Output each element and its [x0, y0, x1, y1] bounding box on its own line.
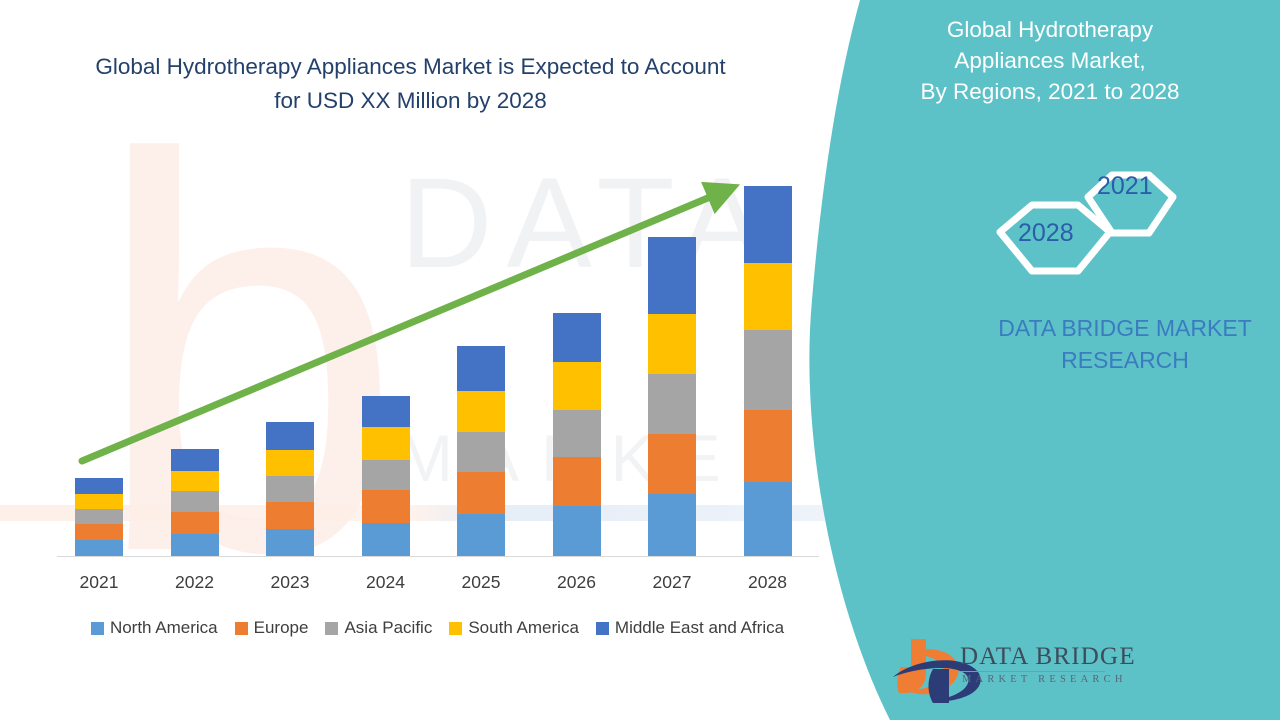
bar-segment-south-america — [266, 450, 314, 476]
bar-segment-asia-pacific — [457, 432, 505, 472]
bar-2024 — [361, 396, 410, 556]
hexagon-2021-shape — [1084, 171, 1177, 237]
bar-segment-north-america — [552, 506, 601, 556]
bar-2023 — [266, 422, 314, 556]
legend-swatch-icon — [234, 621, 248, 635]
bar-2028 — [743, 186, 792, 556]
x-axis-label-2025: 2025 — [461, 572, 501, 592]
bar-segment-south-america — [552, 362, 601, 410]
bar-segment-asia-pacific — [552, 410, 601, 457]
bar-segment-south-america — [361, 427, 410, 460]
x-axis-label-2023: 2023 — [270, 572, 310, 592]
bar-2026 — [552, 313, 601, 556]
right-info-panel — [790, 0, 1280, 720]
legend-swatch-icon — [595, 621, 609, 635]
bar-segment-south-america — [648, 314, 696, 374]
x-axis-label-2022: 2022 — [175, 572, 214, 592]
page-title: Global Hydrotherapy Appliances Market is… — [95, 54, 726, 113]
bar-segment-europe — [170, 512, 219, 534]
bar-segment-europe — [743, 410, 792, 482]
bar-segment-asia-pacific — [266, 476, 314, 502]
bar-segment-middle-east-and-africa — [743, 186, 792, 263]
panel-brand-name: DATA BRIDGE MARKET RESEARCH — [998, 315, 1252, 373]
bar-segment-south-america — [457, 391, 505, 432]
bar-chart: 2021 2022 2023 2024 2025 2026 2027 2028 — [57, 181, 819, 592]
bar-segment-middle-east-and-africa — [170, 449, 219, 471]
data-bridge-logo-icon — [893, 633, 1118, 705]
bar-segment-middle-east-and-africa — [457, 346, 505, 391]
legend-label: Europe — [253, 618, 309, 637]
bar-2027 — [648, 237, 696, 556]
bar-segment-middle-east-and-africa — [361, 396, 410, 427]
bar-segment-asia-pacific — [743, 330, 792, 410]
logo-divider — [960, 671, 1105, 672]
bar-segment-north-america — [648, 494, 696, 556]
legend-item-europe[interactable]: Europe — [234, 618, 309, 638]
bar-2021 — [75, 478, 123, 556]
legend-label: North America — [109, 618, 218, 637]
hexagon-label-2028: 2028 — [1018, 219, 1074, 247]
bar-segment-middle-east-and-africa — [266, 422, 314, 450]
chart-legend: North America Europe Asia Pacific South Ame… — [55, 618, 820, 638]
panel-title: Global Hydrotherapy Appliances Market, B… — [920, 17, 1180, 104]
bar-2025 — [457, 346, 505, 556]
logo-tagline: MARKET RESEARCH — [962, 674, 1127, 685]
legend-item-north-america[interactable]: North America — [90, 618, 218, 638]
legend-item-south-america[interactable]: South America — [449, 618, 579, 638]
x-axis-label-2026: 2026 — [557, 572, 596, 592]
bar-segment-europe — [75, 524, 123, 540]
x-axis-label-2021: 2021 — [79, 572, 119, 592]
hexagon-badges — [985, 145, 1185, 295]
bar-segment-middle-east-and-africa — [648, 237, 696, 314]
bar-segment-europe — [266, 502, 314, 529]
x-axis-label-2027: 2027 — [652, 572, 692, 592]
bar-segment-asia-pacific — [361, 460, 410, 490]
bar-segment-south-america — [170, 471, 219, 491]
legend-swatch-icon — [325, 621, 339, 635]
bar-segment-middle-east-and-africa — [75, 478, 123, 494]
legend-item-middle-east-and-africa[interactable]: Middle East and Africa — [595, 618, 785, 638]
legend-item-asia-pacific[interactable]: Asia Pacific — [325, 618, 432, 638]
bar-segment-asia-pacific — [170, 491, 219, 512]
legend-label: Middle East and Africa — [614, 618, 785, 637]
bar-segment-asia-pacific — [75, 509, 123, 524]
hexagon-label-2021: 2021 — [1097, 172, 1153, 200]
bar-segment-north-america — [75, 540, 123, 556]
bar-segment-europe — [361, 490, 410, 523]
bar-segment-north-america — [266, 529, 314, 556]
bar-segment-europe — [552, 457, 601, 506]
bar-segment-north-america — [361, 523, 410, 556]
bar-segment-south-america — [75, 494, 123, 509]
x-axis-label-2024: 2024 — [366, 572, 405, 592]
bar-segment-asia-pacific — [648, 374, 696, 434]
legend-swatch-icon — [90, 621, 104, 635]
legend-label: South America — [468, 618, 579, 637]
legend-swatch-icon — [449, 621, 463, 635]
bar-segment-south-america — [743, 263, 792, 330]
legend-label: Asia Pacific — [344, 618, 433, 637]
logo-wordmark: DATA BRIDGE — [960, 643, 1136, 670]
bar-segment-europe — [457, 472, 505, 514]
bar-2022 — [170, 449, 219, 556]
bar-segment-north-america — [457, 514, 505, 556]
bar-segment-north-america — [170, 534, 219, 556]
bar-segment-europe — [648, 434, 696, 494]
growth-trend-arrow — [78, 181, 741, 465]
bar-segment-middle-east-and-africa — [552, 313, 601, 362]
x-axis-label-2028: 2028 — [748, 572, 787, 592]
x-axis-line — [57, 556, 819, 557]
bar-segment-north-america — [743, 482, 792, 556]
